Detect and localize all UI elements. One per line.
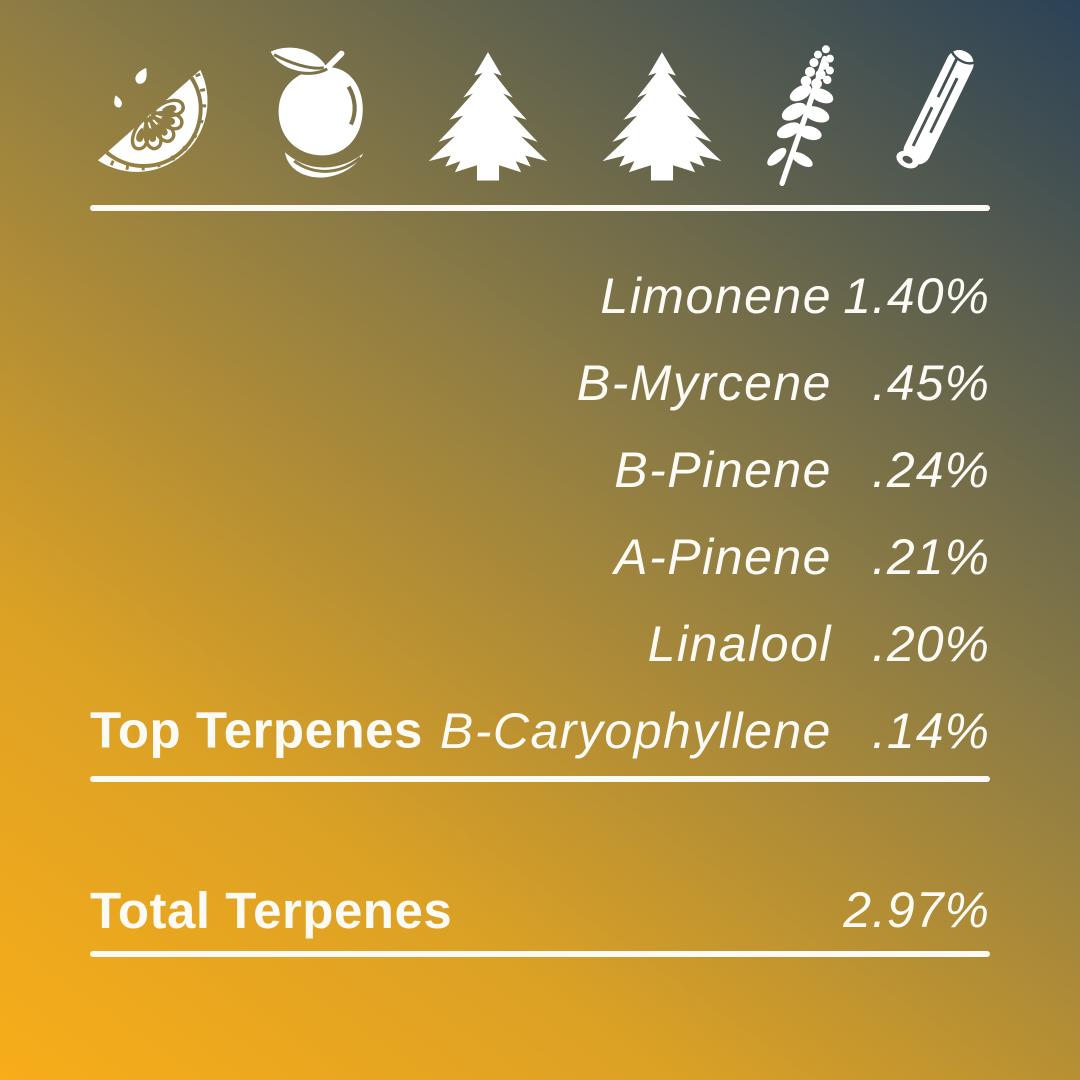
terpene-name: A-Pinene <box>614 528 832 585</box>
terpene-value: .14% <box>872 702 990 759</box>
top-terpenes-list: Limonene 1.40% B-Myrcene .45% B-Pinene .… <box>90 252 990 774</box>
total-terpenes-row: Total Terpenes 2.97% <box>90 868 990 952</box>
terpene-name: B-Pinene <box>614 441 832 498</box>
terpene-name: B-Caryophyllene <box>439 702 832 759</box>
juice-drop-icon <box>135 67 147 84</box>
terpene-value: .21% <box>872 528 990 585</box>
terpene-row: B-Myrcene .45% <box>90 339 990 426</box>
top-terpenes-label: Top Terpenes <box>90 700 423 758</box>
pine-tree-icon <box>428 52 548 181</box>
bottom-divider <box>90 951 990 957</box>
juice-drop-icon <box>114 95 122 108</box>
terpene-row: Top Terpenes B-Caryophyllene .14% <box>90 687 990 774</box>
mango-icon <box>253 44 384 186</box>
total-terpenes-label: Total Terpenes <box>90 881 453 939</box>
terpene-row: B-Pinene .24% <box>90 426 990 513</box>
total-terpenes-value: 2.97% <box>843 882 990 938</box>
terpene-value: 1.40% <box>843 267 990 324</box>
cinnamon-stick-icon <box>882 39 990 186</box>
terpene-name: Linalool <box>647 615 832 672</box>
lavender-icon <box>767 45 835 186</box>
pine-tree-icon <box>602 52 722 181</box>
terpene-row: Linalool .20% <box>90 600 990 687</box>
terpene-value: .45% <box>872 354 990 411</box>
terpene-value: .20% <box>872 615 990 672</box>
aroma-icons-row <box>90 38 990 186</box>
terpene-row: Limonene 1.40% <box>90 252 990 339</box>
top-divider <box>90 205 990 211</box>
terpene-row: A-Pinene .21% <box>90 513 990 600</box>
terpene-name: B-Myrcene <box>576 354 832 411</box>
terpene-name: Limonene <box>600 267 832 324</box>
citrus-slice-icon <box>90 58 218 186</box>
terpene-value: .24% <box>872 441 990 498</box>
middle-divider <box>90 776 990 782</box>
